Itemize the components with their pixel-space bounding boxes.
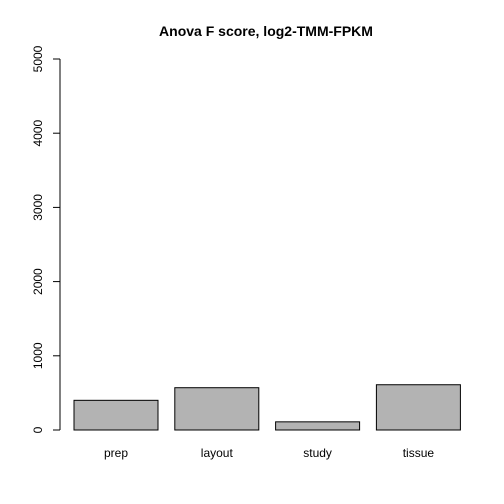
bar-prep: [73, 399, 159, 431]
y-tick-label: 1000: [31, 342, 45, 369]
y-tick-label: 3000: [31, 194, 45, 221]
x-tick-label: prep: [104, 446, 128, 460]
bar-tissue: [375, 384, 461, 431]
y-tick-label: 0: [31, 426, 45, 433]
y-axis: 0 1000 2000 3000 4000 5000: [31, 45, 61, 433]
x-tick-label: tissue: [403, 446, 435, 460]
x-axis-labels: prep layout study tissue: [104, 446, 434, 460]
y-tick-label: 2000: [31, 268, 45, 295]
chart-title: Anova F score, log2-TMM-FPKM: [159, 23, 373, 39]
x-tick-label: study: [303, 446, 332, 460]
y-tick-label: 4000: [31, 120, 45, 147]
x-tick-label: layout: [201, 446, 234, 460]
bars: [73, 384, 461, 431]
bar-study: [275, 421, 361, 431]
bar-layout: [174, 387, 260, 431]
y-tick-label: 5000: [31, 45, 45, 72]
